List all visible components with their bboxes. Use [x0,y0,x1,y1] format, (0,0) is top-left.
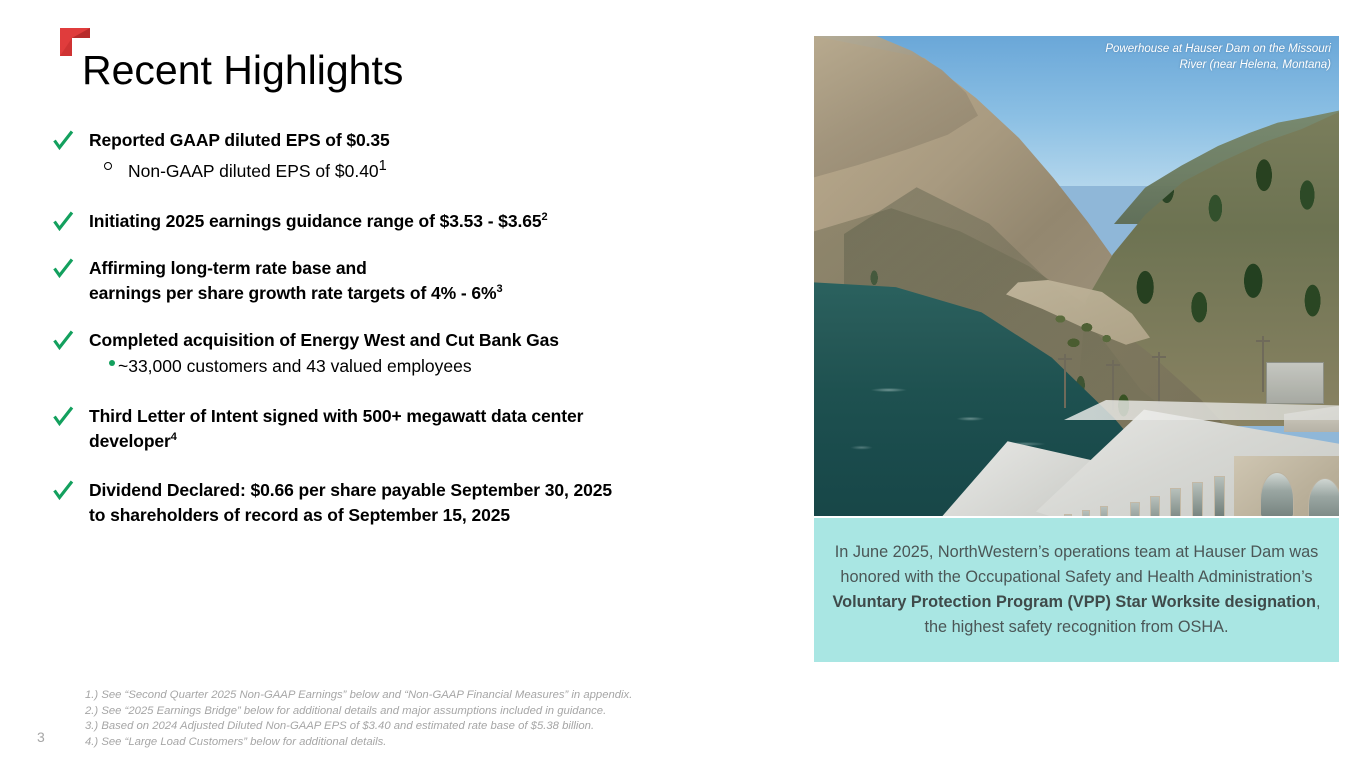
photo-utility-crossarm [1256,340,1270,342]
spacer [52,185,797,209]
sub-list-item-label: Non-GAAP diluted EPS of $0.40 [128,160,379,181]
photo-window [1130,502,1140,516]
spacer [52,454,797,478]
list-item: Initiating 2025 earnings guidance range … [52,209,797,234]
list-item-line1: Dividend Declared: $0.66 per share payab… [89,479,613,500]
photo-window [1192,482,1203,516]
check-icon [53,330,74,350]
list-item: Third Letter of Intent signed with 500+ … [52,404,797,454]
spacer [52,380,797,404]
sub-list-item: ~33,000 customers and 43 valued employee… [109,353,797,380]
osha-recognition-callout: In June 2025, NorthWestern’s operations … [814,518,1339,662]
list-item-label: Completed acquisition of Energy West and… [89,329,559,350]
footnote-2: 2.) See “2025 Earnings Bridge” below for… [85,704,607,717]
highlights-list: Reported GAAP diluted EPS of $0.35 Non-G… [52,128,797,528]
photo-switchyard [1266,362,1324,404]
list-item: Reported GAAP diluted EPS of $0.35 Non-G… [52,128,797,185]
check-icon [53,406,74,426]
list-item: Dividend Declared: $0.66 per share payab… [52,478,797,528]
hauser-dam-photo: Powerhouse at Hauser Dam on the Missouri… [814,36,1339,516]
osha-recognition-text: In June 2025, NorthWestern’s operations … [832,540,1322,640]
list-item-label: Initiating 2025 earnings guidance range … [89,210,548,231]
photo-utility-pole [1112,360,1114,410]
page-number: 3 [37,729,45,745]
photo-window [1170,488,1181,516]
red-corner-accent-icon [60,28,90,56]
footnote-ref: 3 [496,283,503,295]
photo-window [1214,476,1225,516]
photo-window [1082,510,1090,516]
footnote-3: 3.) Based on 2024 Adjusted Diluted Non-G… [85,720,595,733]
list-item-line2: developer [89,430,171,451]
footnote-4: 4.) See “Large Load Customers” below for… [85,735,387,748]
photo-utility-crossarm [1152,356,1166,358]
photo-shore-brush [1034,298,1144,368]
page-title: Recent Highlights [82,47,404,93]
callout-bold: Voluntary Protection Program (VPP) Star … [832,593,1316,611]
photo-window [1064,514,1072,516]
footnote-1: 1.) See “Second Quarter 2025 Non-GAAP Ea… [85,689,633,701]
photo-arched-window [1260,472,1294,516]
spacer [52,234,797,256]
check-icon [53,480,74,500]
check-icon [53,258,74,278]
photo-utility-crossarm [1058,358,1072,360]
list-item-line2: to shareholders of record as of Septembe… [89,504,510,525]
spacer [52,306,797,328]
green-dot-bullet-icon [109,359,115,366]
list-item: Completed acquisition of Energy West and… [52,328,797,380]
sub-list-item: Non-GAAP diluted EPS of $0.401 [104,153,797,185]
photo-caption: Powerhouse at Hauser Dam on the Missouri… [1031,41,1331,73]
list-item-line1: Affirming long-term rate base and [89,257,367,278]
photo-utility-crossarm [1106,364,1120,366]
list-item-line2: earnings per share growth rate targets o… [89,282,497,303]
photo-utility-pole [1064,354,1066,408]
photo-window [1150,496,1160,516]
footnote-ref: 2 [541,211,548,223]
list-item-label: Reported GAAP diluted EPS of $0.35 [89,130,390,150]
callout-part2: , the highest safety recognition from OS… [924,593,1321,636]
photo-caption-line2: River (near Helena, Montana) [1179,59,1332,71]
sub-list-item-label: ~33,000 customers and 43 valued employee… [118,355,472,376]
list-item-label: Dividend Declared: $0.66 per share payab… [89,478,797,528]
photo-arched-window [1308,478,1339,516]
check-icon [53,211,74,231]
callout-part1: In June 2025, NorthWestern’s operations … [834,543,1319,586]
title-block: Recent Highlights [60,26,760,106]
photo-roof-ridge [1064,400,1339,420]
footnote-ref: 4 [170,431,177,443]
list-item-label: Affirming long-term rate base and earnin… [89,256,797,306]
hollow-circle-bullet-icon [104,162,112,170]
photo-utility-pole [1158,352,1160,404]
list-item: Affirming long-term rate base and earnin… [52,256,797,306]
footnote-ref: 1 [378,158,387,174]
footnotes-block: 1.) See “Second Quarter 2025 Non-GAAP Ea… [85,688,805,750]
check-icon [53,130,74,151]
photo-utility-pole [1262,336,1264,392]
list-item-line1: Third Letter of Intent signed with 500+ … [89,405,584,426]
list-item-label: Third Letter of Intent signed with 500+ … [89,404,797,454]
photo-window [1100,506,1108,516]
photo-caption-line1: Powerhouse at Hauser Dam on the Missouri [1105,43,1331,55]
